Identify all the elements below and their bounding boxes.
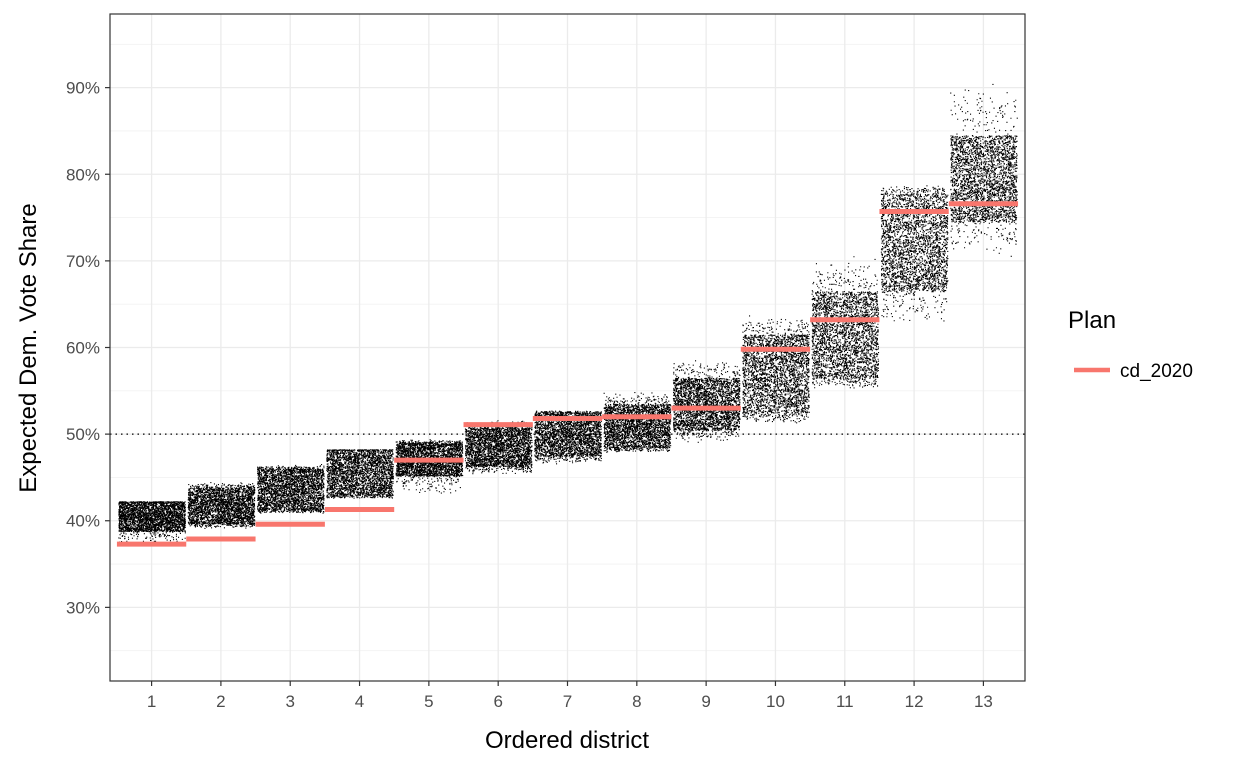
x-tick-label: 13 (974, 692, 993, 711)
x-tick-label: 6 (493, 692, 502, 711)
x-axis-title: Ordered district (485, 727, 649, 754)
point-cloud-district-6 (464, 420, 533, 475)
x-axis: 1 2 3 4 5 6 7 8 9 10 11 12 13 (147, 681, 993, 711)
y-tick-label: 40% (66, 512, 100, 531)
y-tick-label: 80% (66, 165, 100, 184)
point-cloud-district-1 (118, 501, 186, 546)
cd-2020-segments (116, 201, 1019, 547)
point-cloud-district-11 (811, 256, 880, 389)
simulation-points-district-5 (395, 439, 464, 494)
simulation-points-district-1 (118, 501, 186, 546)
x-tick-label: 3 (285, 692, 294, 711)
simulation-points-district-11 (811, 256, 880, 389)
x-tick-label: 10 (766, 692, 785, 711)
simulation-points-district-6 (464, 420, 533, 475)
point-cloud-district-12 (880, 185, 949, 322)
simulation-points-district-7 (534, 410, 602, 465)
y-tick-label: 70% (66, 252, 100, 271)
legend: Plan cd_2020 (1068, 307, 1193, 382)
y-tick-label: 60% (66, 339, 100, 358)
y-axis: 30% 40% 50% 60% 70% 80% 90% (66, 79, 110, 617)
y-tick-label: 50% (66, 425, 100, 444)
x-tick-label: 12 (905, 692, 924, 711)
x-tick-label: 2 (216, 692, 225, 711)
simulation-points-district-10 (742, 315, 810, 424)
simulation-points-district-8 (603, 392, 672, 453)
y-tick-label: 30% (66, 598, 100, 617)
simulation-points-district-4 (326, 449, 394, 499)
point-cloud-district-5 (395, 439, 464, 494)
point-cloud-district-3 (257, 464, 325, 514)
y-axis-title: Expected Dem. Vote Share (15, 203, 42, 493)
simulation-points-district-3 (257, 464, 325, 514)
simulation-points-district-13 (950, 83, 1018, 257)
x-tick-label: 4 (355, 692, 364, 711)
simulation-points-district-9 (672, 360, 741, 443)
point-cloud-district-8 (603, 392, 672, 453)
point-cloud-district-13 (950, 83, 1018, 257)
x-tick-label: 11 (836, 692, 854, 711)
simulation-points (118, 83, 1018, 546)
x-tick-label: 8 (632, 692, 641, 711)
point-cloud-district-4 (326, 449, 394, 499)
point-cloud-district-2 (187, 482, 256, 529)
x-tick-label: 9 (701, 692, 710, 711)
x-tick-label: 5 (424, 692, 433, 711)
legend-title: Plan (1068, 307, 1116, 334)
legend-label-cd-2020: cd_2020 (1120, 361, 1193, 382)
point-cloud-district-7 (534, 410, 602, 465)
point-cloud-district-10 (742, 315, 810, 424)
point-cloud-district-9 (672, 360, 741, 443)
simulation-points-district-2 (187, 482, 256, 529)
simulation-points-district-12 (880, 185, 949, 322)
x-tick-label: 1 (147, 692, 156, 711)
y-tick-label: 90% (66, 79, 100, 98)
x-tick-label: 7 (563, 692, 572, 711)
